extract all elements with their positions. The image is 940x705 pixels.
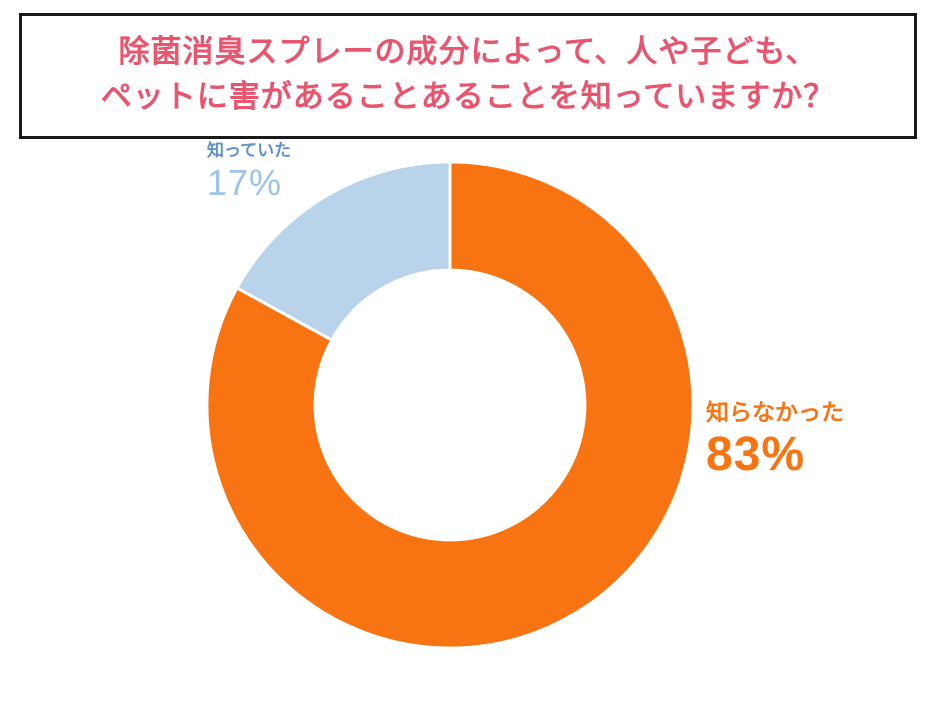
annotation-knew: 知っていた 17% (207, 141, 292, 203)
donut-chart (203, 158, 697, 652)
annotation-did-not-know-label: 知らなかった (706, 399, 844, 425)
annotation-did-not-know-value: 83% (706, 428, 806, 482)
annotation-knew-value: 17% (207, 161, 283, 203)
question-title-line-2: ペットに害があることあることを知っていますか？ (100, 78, 836, 114)
donut-chart-svg (205, 160, 695, 650)
question-title-line-1: 除菌消臭スプレーの成分によって、人や子ども、 (118, 34, 818, 69)
pie-slice-1 (235, 160, 452, 342)
question-title-box: 除菌消臭スプレーの成分によって、人や子ども、 ペットに害があることあることを知っ… (19, 13, 917, 139)
annotation-did-not-know: 知らなかった 83% (706, 399, 844, 482)
pie-slice-0 (205, 160, 695, 650)
annotation-knew-label: 知っていた (207, 141, 292, 160)
